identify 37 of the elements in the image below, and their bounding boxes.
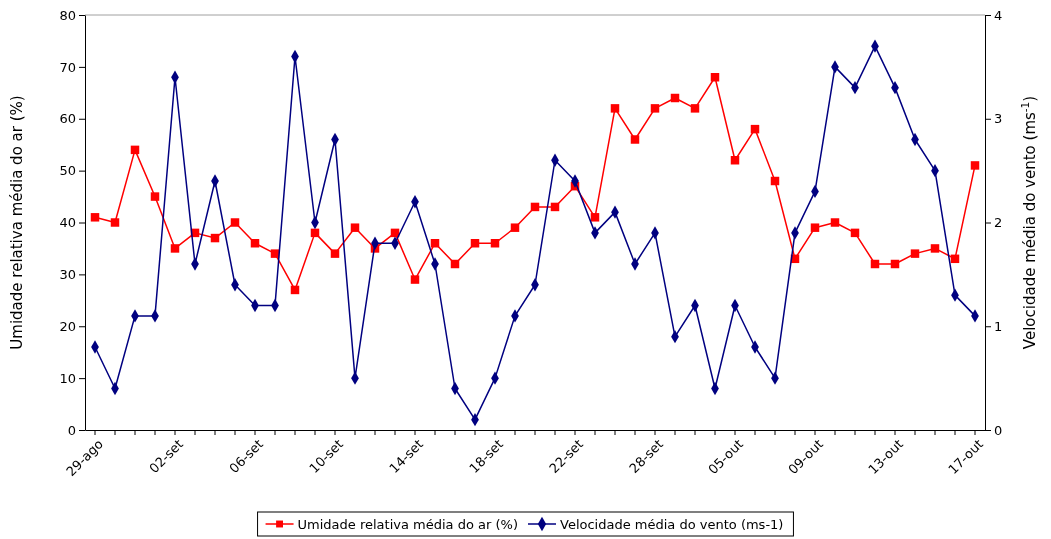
legend-label: Velocidade média do vento (ms-1) <box>560 516 784 532</box>
y2-tick-label: 1 <box>994 318 1003 334</box>
y-tick-label: 20 <box>59 318 76 334</box>
y-tick-label: 50 <box>59 163 76 179</box>
point <box>270 249 280 258</box>
point <box>930 244 940 253</box>
point <box>810 223 820 232</box>
point <box>330 249 340 258</box>
point <box>510 223 520 232</box>
y-tick-label: 30 <box>59 267 76 283</box>
point <box>90 213 100 222</box>
point <box>610 104 620 113</box>
y2-tick-label: 2 <box>994 215 1003 231</box>
y-tick-label: 60 <box>59 111 76 127</box>
point <box>630 135 640 144</box>
y2-tick-label: 3 <box>994 111 1003 127</box>
point <box>970 161 980 170</box>
point <box>910 249 920 258</box>
point <box>230 218 240 227</box>
y-tick-label: 70 <box>59 59 76 75</box>
point <box>350 223 360 232</box>
point <box>650 104 660 113</box>
legend-label: Umidade relativa média do ar (%) <box>297 516 518 532</box>
y-tick-label: 10 <box>59 370 76 386</box>
point <box>110 218 120 227</box>
point <box>150 192 160 201</box>
y2-tick-label: 4 <box>994 7 1003 23</box>
point <box>410 275 420 284</box>
point <box>170 244 180 253</box>
y-tick-label: 40 <box>59 215 76 231</box>
point <box>690 104 700 113</box>
point <box>590 213 600 222</box>
y2-tick-label: 0 <box>994 422 1003 438</box>
y-tick-label: 80 <box>59 7 76 23</box>
point <box>830 218 840 227</box>
y-tick-label: 0 <box>67 422 76 438</box>
y-axis-title: Umidade relativa média do ar (%) <box>8 95 26 350</box>
